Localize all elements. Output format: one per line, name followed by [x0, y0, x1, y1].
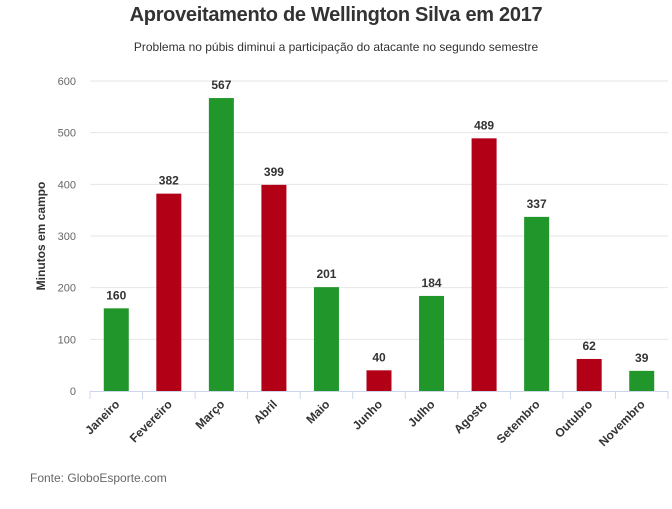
y-tick-label: 400: [58, 179, 76, 191]
bar-agosto: [471, 138, 497, 391]
y-tick-label: 0: [70, 386, 76, 398]
data-label: 567: [211, 78, 231, 92]
bar-julho: [419, 295, 445, 391]
data-label: 399: [264, 165, 284, 179]
data-label: 39: [635, 351, 649, 365]
y-axis-label: Minutos em campo: [34, 182, 48, 291]
y-tick-label: 100: [58, 334, 76, 346]
x-tick-label: Outubro: [552, 397, 595, 440]
x-tick-label: Julho: [405, 397, 438, 430]
chart-title: Aproveitamento de Wellington Silva em 20…: [129, 4, 543, 26]
x-axis-ticks: Janeiro Fevereiro Março Abril Maio Junho Julho…: [82, 391, 669, 449]
x-tick-label: Maio: [303, 397, 332, 426]
y-axis-ticks: 0 100 200 300 400 500 600: [58, 76, 76, 398]
bar-junho: [366, 370, 392, 391]
x-tick-label: Agosto: [451, 397, 490, 436]
data-label: 337: [527, 197, 547, 211]
bar-janeiro: [103, 308, 129, 391]
data-label: 62: [583, 339, 597, 353]
data-label: 201: [316, 267, 336, 281]
data-label: 382: [159, 174, 179, 188]
bar-março: [208, 98, 234, 392]
data-labels: 160 382 567 399 201 40 184 489 337 62 39: [106, 78, 648, 365]
bar-maio: [313, 287, 339, 391]
bars: [103, 98, 655, 392]
y-tick-label: 200: [58, 283, 76, 295]
x-tick-label: Fevereiro: [127, 397, 175, 445]
y-tick-label: 600: [58, 76, 76, 88]
gridlines: [90, 80, 668, 340]
x-tick-label: Junho: [350, 397, 385, 432]
y-tick-label: 500: [58, 128, 76, 140]
bar-setembro: [524, 216, 550, 391]
data-label: 40: [372, 350, 386, 364]
x-tick-label: Janeiro: [82, 397, 122, 437]
x-tick-label: Abril: [251, 397, 280, 426]
bar-abril: [261, 184, 287, 391]
source-note: Fonte: GloboEsporte.com: [30, 471, 167, 485]
y-tick-label: 300: [58, 231, 76, 243]
x-tick-label: Março: [193, 397, 228, 432]
bar-novembro: [629, 370, 655, 391]
data-label: 489: [474, 118, 494, 132]
data-label: 184: [422, 276, 442, 290]
bar-outubro: [576, 358, 602, 391]
x-tick-label: Novembro: [596, 397, 648, 449]
chart-subtitle: Problema no púbis diminui a participação…: [133, 40, 539, 54]
x-tick-label: Setembro: [494, 397, 543, 446]
bar-fevereiro: [156, 193, 182, 391]
data-label: 160: [106, 288, 126, 302]
